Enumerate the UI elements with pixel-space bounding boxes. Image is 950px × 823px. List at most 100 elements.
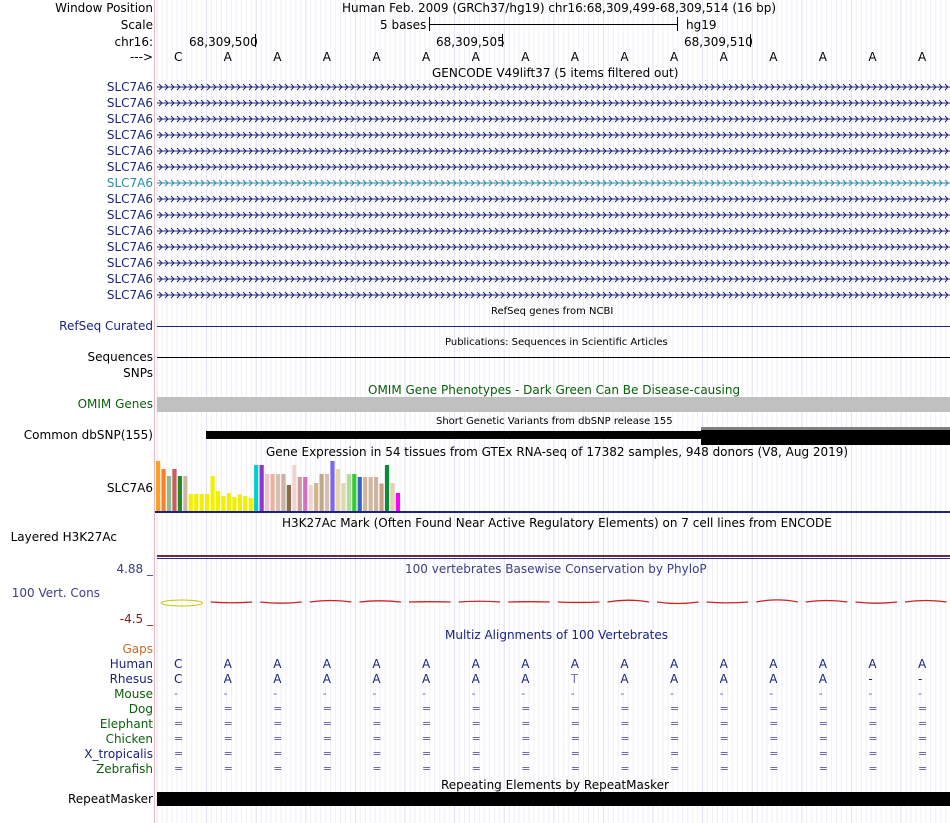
- phylop-conservation-plot[interactable]: [155, 570, 950, 622]
- gtex-tissue-bar[interactable]: [183, 476, 188, 511]
- species-label[interactable]: Rhesus: [109, 672, 153, 686]
- gtex-tissue-bar[interactable]: [335, 469, 341, 511]
- phylop-track-label[interactable]: 100 Vert. Cons: [11, 586, 100, 600]
- gencode-transcript-label[interactable]: SLC7A6: [106, 288, 153, 302]
- gtex-tissue-bar[interactable]: [363, 477, 368, 511]
- gencode-transcript-line[interactable]: [155, 146, 950, 156]
- species-label[interactable]: Zebrafish: [96, 762, 153, 776]
- gencode-transcript-line[interactable]: [155, 210, 950, 220]
- gencode-transcript-label[interactable]: SLC7A6: [106, 256, 153, 270]
- gtex-tissue-bar[interactable]: [368, 477, 373, 511]
- species-label[interactable]: Elephant: [99, 717, 153, 731]
- alignment-base: =: [372, 702, 382, 715]
- gtex-tissue-bar[interactable]: [357, 477, 362, 511]
- gencode-transcript-line[interactable]: [155, 290, 950, 300]
- gencode-transcript-label[interactable]: SLC7A6: [106, 160, 153, 174]
- repeatmasker-track-label[interactable]: RepeatMasker: [67, 792, 153, 806]
- gtex-tissue-bar[interactable]: [341, 483, 346, 511]
- gtex-tissue-bar[interactable]: [275, 474, 281, 511]
- dbsnp-variant-bar[interactable]: [206, 431, 950, 439]
- gtex-tissue-bar[interactable]: [281, 474, 286, 511]
- gtex-tissue-bar[interactable]: [215, 491, 221, 511]
- gencode-transcript-line[interactable]: [155, 98, 950, 108]
- gtex-tissue-bar[interactable]: [384, 465, 390, 511]
- gtex-tissue-bar[interactable]: [319, 474, 324, 511]
- gtex-tissue-bar[interactable]: [395, 493, 400, 511]
- gtex-tissue-bar[interactable]: [254, 465, 259, 511]
- gtex-tissue-bar[interactable]: [324, 474, 330, 511]
- gtex-expression-chart[interactable]: [155, 461, 950, 513]
- species-label[interactable]: Mouse: [114, 687, 153, 701]
- gtex-tissue-bar[interactable]: [226, 493, 232, 511]
- gencode-transcript-line[interactable]: [155, 82, 950, 92]
- gencode-transcript-label[interactable]: SLC7A6: [106, 272, 153, 286]
- gencode-transcript-line[interactable]: [155, 162, 950, 172]
- gtex-tissue-bar[interactable]: [330, 461, 335, 511]
- gtex-tissue-bar[interactable]: [265, 474, 270, 511]
- gencode-transcript-line[interactable]: [155, 178, 950, 188]
- gencode-transcript-line[interactable]: [155, 114, 950, 124]
- h3k27ac-track-label[interactable]: Layered H3K27Ac: [10, 530, 117, 544]
- gtex-tissue-bar[interactable]: [308, 485, 313, 511]
- gencode-transcript-label[interactable]: SLC7A6: [106, 96, 153, 110]
- dbsnp-track-label[interactable]: Common dbSNP(155): [23, 428, 153, 442]
- gtex-tissue-bar[interactable]: [374, 477, 379, 511]
- gtex-tissue-bar[interactable]: [303, 477, 308, 511]
- gencode-transcript-line[interactable]: [155, 258, 950, 268]
- gtex-track-label[interactable]: SLC7A6: [106, 481, 153, 495]
- gtex-tissue-bar[interactable]: [390, 483, 395, 511]
- gtex-tissue-bar[interactable]: [270, 474, 275, 511]
- gencode-transcript-label[interactable]: SLC7A6: [106, 224, 153, 238]
- gencode-transcript-label[interactable]: SLC7A6: [106, 128, 153, 142]
- species-label[interactable]: Chicken: [105, 732, 153, 746]
- gtex-tissue-bar[interactable]: [237, 494, 242, 512]
- gtex-tissue-bar[interactable]: [232, 497, 237, 511]
- gtex-tissue-bar[interactable]: [210, 476, 215, 511]
- alignment-base: =: [322, 747, 333, 760]
- gtex-tissue-bar[interactable]: [221, 496, 226, 511]
- gtex-tissue-bar[interactable]: [156, 461, 161, 511]
- gtex-tissue-bar[interactable]: [161, 469, 166, 511]
- gencode-transcript-line[interactable]: [155, 194, 950, 204]
- gtex-tissue-bar[interactable]: [194, 494, 199, 511]
- gencode-transcript-label[interactable]: SLC7A6: [106, 192, 153, 206]
- gencode-transcript-label[interactable]: SLC7A6: [106, 176, 153, 190]
- gtex-tissue-bar[interactable]: [346, 474, 351, 511]
- species-label[interactable]: Dog: [128, 702, 153, 716]
- gtex-tissue-bar[interactable]: [172, 469, 177, 511]
- gencode-transcript-label[interactable]: SLC7A6: [106, 144, 153, 158]
- snps-track-label[interactable]: SNPs: [123, 366, 153, 380]
- gtex-tissue-bar[interactable]: [259, 465, 264, 511]
- publications-track-label[interactable]: Sequences: [87, 350, 153, 364]
- gencode-transcript-line[interactable]: [155, 130, 950, 140]
- refseq-track-label[interactable]: RefSeq Curated: [59, 319, 153, 333]
- gtex-tissue-bar[interactable]: [205, 494, 210, 511]
- gtex-tissue-bar[interactable]: [188, 494, 193, 511]
- gtex-tissue-bar[interactable]: [243, 496, 248, 511]
- omim-track-label[interactable]: OMIM Genes: [77, 397, 153, 411]
- gtex-tissue-bar[interactable]: [248, 498, 253, 511]
- gencode-transcript-line[interactable]: [155, 226, 950, 236]
- gtex-tissue-bar[interactable]: [292, 465, 297, 511]
- gtex-tissue-bar[interactable]: [199, 494, 204, 511]
- species-label[interactable]: Human: [109, 657, 153, 671]
- gencode-transcript-label[interactable]: SLC7A6: [106, 80, 153, 94]
- gtex-tissue-bar[interactable]: [166, 476, 172, 511]
- gtex-tissue-bar[interactable]: [314, 483, 319, 511]
- gtex-tissue-bar[interactable]: [297, 477, 302, 511]
- gencode-transcript-line[interactable]: [155, 242, 950, 252]
- gencode-transcript-label[interactable]: SLC7A6: [106, 240, 153, 254]
- gtex-tissue-bar[interactable]: [177, 476, 182, 511]
- species-label[interactable]: X_tropicalis: [84, 747, 153, 761]
- alignment-base: A: [223, 672, 232, 686]
- omim-gene-bar[interactable]: [157, 397, 950, 412]
- gencode-transcript-label[interactable]: SLC7A6: [106, 112, 153, 126]
- gencode-transcript-line[interactable]: [155, 274, 950, 284]
- gtex-tissue-bar[interactable]: [379, 483, 384, 512]
- gtex-tissue-bar[interactable]: [352, 474, 357, 511]
- gencode-transcript-label[interactable]: SLC7A6: [106, 208, 153, 222]
- gtex-tissue-bar[interactable]: [286, 485, 291, 511]
- dbsnp-variant-bar-overlap[interactable]: [701, 427, 950, 445]
- repeatmasker-bar[interactable]: [157, 792, 950, 806]
